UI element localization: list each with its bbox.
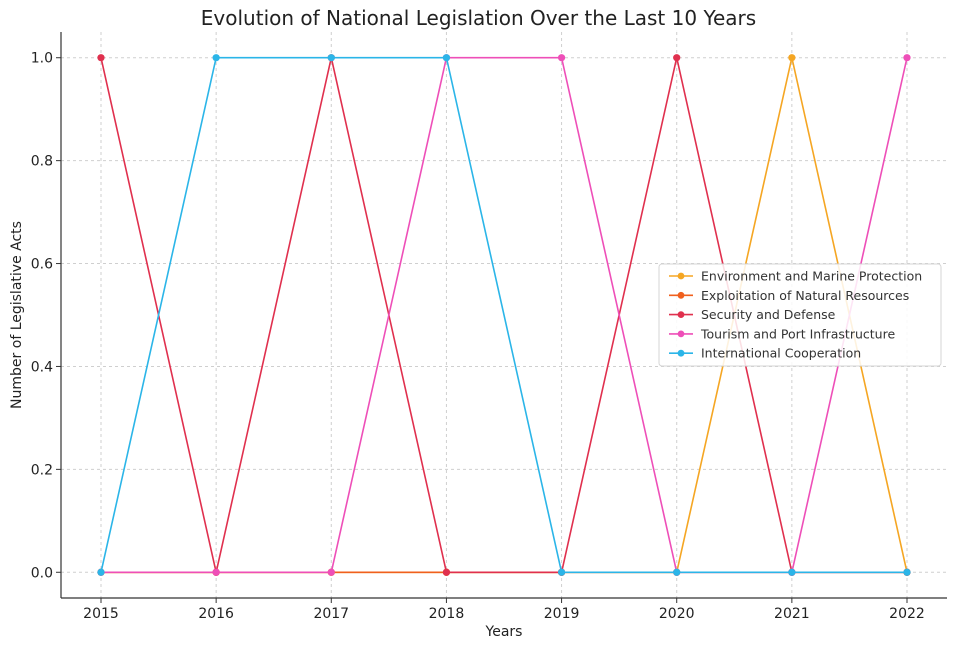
data-point — [97, 54, 105, 62]
legend-label: Exploitation of Natural Resources — [701, 288, 909, 303]
x-tick-label: 2015 — [83, 606, 119, 622]
data-point — [212, 54, 220, 62]
legend-item: International Cooperation — [669, 346, 861, 361]
data-point — [442, 568, 451, 576]
x-tick-label: 2020 — [659, 606, 695, 622]
data-point — [788, 54, 796, 62]
data-point — [788, 568, 796, 576]
legend-item: Security and Defense — [669, 307, 836, 322]
legend-item: Tourism and Port Infrastructure — [669, 326, 895, 341]
legend-box — [658, 263, 942, 367]
legend-marker — [677, 272, 685, 280]
legend-marker — [677, 330, 685, 338]
legend-item: Environment and Marine Protection — [669, 269, 922, 284]
legend: Environment and Marine Protection Exploit… — [658, 263, 942, 367]
series-layer — [97, 54, 911, 576]
data-point — [557, 568, 566, 576]
series-line — [100, 56, 907, 574]
x-tick-label: 2021 — [774, 606, 810, 622]
y-axis-label: Number of Legislative Acts — [9, 221, 25, 409]
legend-label: International Cooperation — [701, 346, 861, 361]
y-tick-label: 0.2 — [31, 462, 53, 478]
y-tick-label: 0.8 — [31, 154, 53, 170]
chart-title: Evolution of National Legislation Over t… — [200, 6, 757, 30]
series-4 — [97, 54, 911, 576]
x-tick-label: 2017 — [313, 606, 349, 622]
x-tick-label: 2019 — [544, 606, 580, 622]
y-tick-label: 0.0 — [31, 565, 53, 581]
data-point — [212, 568, 220, 576]
legend-label: Tourism and Port Infrastructure — [700, 326, 895, 341]
series-line — [100, 56, 907, 574]
data-point — [673, 568, 681, 576]
legend-item: Exploitation of Natural Resources — [669, 288, 909, 303]
data-point — [903, 568, 911, 576]
data-point — [442, 54, 451, 62]
data-point — [327, 54, 335, 62]
axes: 0.0 0.2 0.4 0.6 0.8 1.0 2015 2016 2017 2018 2019 20… — [9, 32, 947, 640]
data-point — [97, 568, 105, 576]
data-point — [903, 54, 911, 62]
data-point — [673, 54, 681, 62]
legend-marker — [677, 349, 685, 357]
legend-label: Environment and Marine Protection — [701, 269, 922, 284]
x-axis-label: Years — [485, 624, 523, 640]
x-tick-label: 2016 — [198, 606, 234, 622]
data-point — [557, 54, 566, 62]
y-tick-label: 0.4 — [31, 359, 53, 375]
legend-label: Security and Defense — [701, 307, 836, 322]
data-point — [327, 568, 335, 576]
x-tick-label: 2018 — [429, 606, 465, 622]
legend-marker — [677, 291, 685, 299]
y-tick-label: 1.0 — [31, 51, 53, 67]
y-tick-label: 0.6 — [31, 257, 53, 273]
legend-marker — [677, 311, 685, 318]
x-tick-label: 2022 — [889, 606, 925, 622]
